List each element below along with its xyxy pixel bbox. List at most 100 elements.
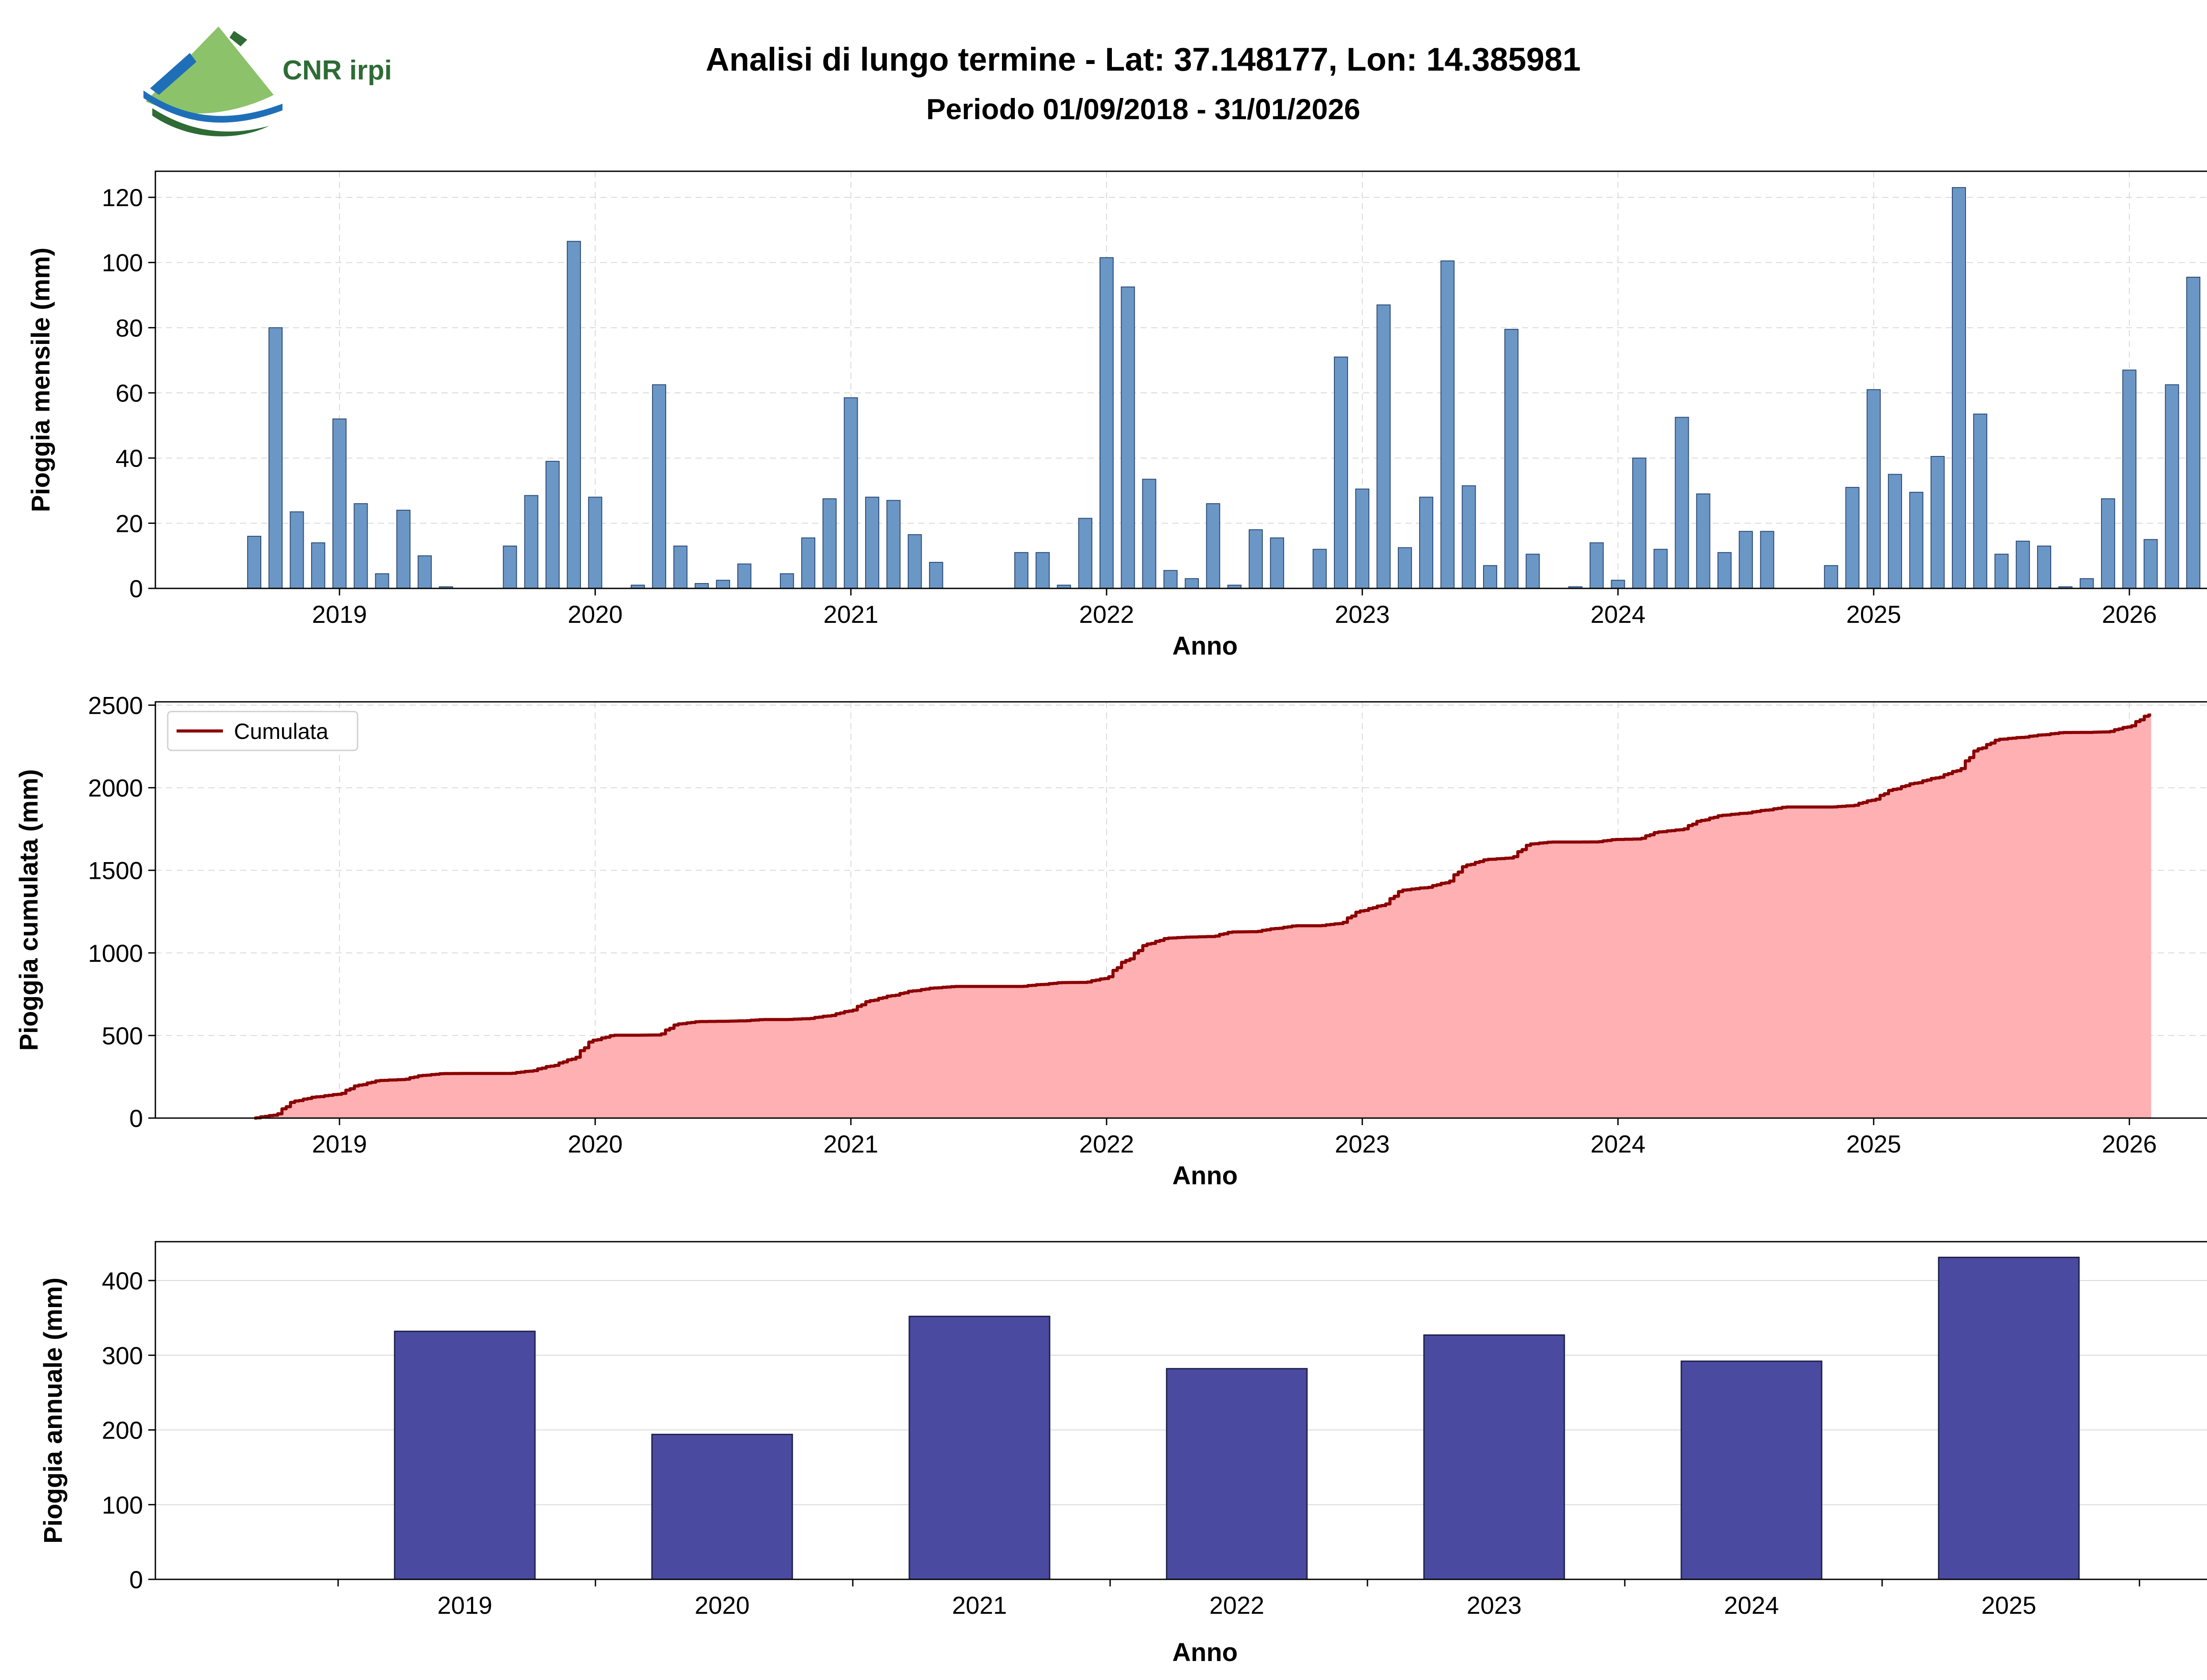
monthly-bar [1163,570,1178,589]
monthly-bar [716,580,730,589]
monthly-bar [1525,554,1540,589]
monthly-bar [822,498,837,589]
monthly-bar [2143,539,2158,589]
annual-bar [394,1330,536,1580]
monthly-bar [1888,474,1902,589]
x-tick-label: 2021 [823,1130,878,1158]
x-tick-label: 2019 [312,1130,367,1158]
monthly-bar [1461,485,1476,589]
monthly-bar [2015,540,2030,589]
monthly-bar [844,397,858,589]
plot-frame [154,701,2207,1119]
y-tick-label: 200 [102,1416,143,1444]
figure-title: Analisi di lungo termine - Lat: 37.14817… [706,41,1581,78]
monthly-bar [2079,578,2094,589]
x-tick-label: 2025 [1981,1591,2037,1619]
monthly-bar [929,561,943,589]
x-tick-label: 2020 [568,1130,623,1158]
x-tick-label: 2025 [1846,1130,1902,1158]
monthly-bar [1376,304,1391,589]
annual-bar [1680,1360,1823,1580]
y-tick-label: 60 [116,379,143,407]
y-tick-label: 40 [116,444,143,472]
x-tick-label: 2020 [695,1591,750,1619]
x-axis-label: Anno [1172,1161,1238,1190]
monthly-bar [2122,369,2137,589]
y-tick-label: 1000 [88,939,143,967]
monthly-bar [1760,531,1774,589]
monthly-bar [1419,497,1434,589]
monthly-bar [801,537,816,589]
y-axis-label: Pioggia mensile (mm) [26,248,55,512]
monthly-bar [1334,356,1348,589]
annual-bar [1938,1257,2080,1580]
x-tick-label: 2024 [1590,600,1646,628]
x-tick-label: 2022 [1079,1130,1134,1158]
monthly-bar [396,509,411,589]
monthly-bar [247,535,261,589]
annual-bar [1166,1368,1308,1580]
monthly-bar [2037,546,2052,589]
plot-frame [154,170,2207,589]
logo-wave-dark [152,108,269,136]
monthly-bar [737,563,752,589]
y-tick-label: 100 [102,249,143,277]
y-tick-label: 120 [102,184,143,211]
monthly-bar [2165,384,2179,589]
monthly-bar [503,546,517,589]
logo-blue-stroke [150,53,196,95]
monthly-bar [1909,492,1924,589]
monthly-bar [418,555,432,589]
monthly-bar [886,500,901,589]
cnr-irpi-logo: CNR irpi [143,26,392,136]
monthly-bar [268,327,283,589]
monthly-bar [375,573,389,589]
monthly-bar [694,583,709,589]
monthly-bar [1717,552,1732,589]
monthly-bar [1611,580,1625,589]
y-tick-label: 500 [102,1022,143,1050]
y-tick-label: 2500 [88,691,143,719]
y-axis-label: Pioggia cumulata (mm) [15,769,43,1051]
cumulative-area [254,715,2151,1118]
plot-frame [154,1241,2207,1580]
monthly-bar [865,497,879,589]
logo-text: CNR irpi [282,55,392,86]
monthly-bar [545,461,560,589]
y-tick-label: 20 [116,509,143,537]
monthly-bar [1100,257,1114,589]
monthly-bar [1845,487,1860,589]
y-tick-label: 0 [129,1566,143,1593]
annual-rainfall-chart: 0 100 200 300 400 Pioggia annuale (mm) 2019 202… [39,1241,2207,1667]
monthly-bar [1440,260,1455,589]
monthly-bar [1078,518,1092,589]
monthly-bar [1866,389,1881,589]
figure-subtitle: Periodo 01/09/2018 - 31/01/2026 [926,93,1360,125]
y-axis-label: Pioggia annuale (mm) [39,1277,68,1544]
monthly-bar [1312,549,1327,589]
monthly-bar [1653,549,1668,589]
x-tick-label: 2020 [568,600,623,628]
y-tick-label: 0 [129,575,143,603]
cumulative-rainfall-chart: 0 500 1000 1500 2000 2500 Pioggia cumulata (mm… [15,691,2207,1190]
logo-mountain-shape [146,26,274,114]
legend-box [167,711,358,751]
x-tick-label: 2024 [1590,1130,1646,1158]
monthly-bar [1014,552,1028,589]
monthly-bar [1270,537,1284,589]
monthly-bar [332,418,347,589]
monthly-bar [1121,286,1135,589]
y-tick-label: 300 [102,1341,143,1369]
monthly-bar [1930,456,1945,589]
logo-dark-stroke [230,31,247,46]
monthly-bar [567,241,581,589]
monthly-bar [780,573,794,589]
monthly-bar [1036,552,1050,589]
x-axis-label: Anno [1172,632,1238,660]
logo-wave-blue [143,90,282,123]
x-tick-label: 2024 [1724,1591,1779,1619]
x-tick-label: 2026 [2102,600,2157,628]
monthly-bar [1973,414,1988,589]
monthly-bar [354,503,368,589]
monthly-bar [1632,457,1646,589]
